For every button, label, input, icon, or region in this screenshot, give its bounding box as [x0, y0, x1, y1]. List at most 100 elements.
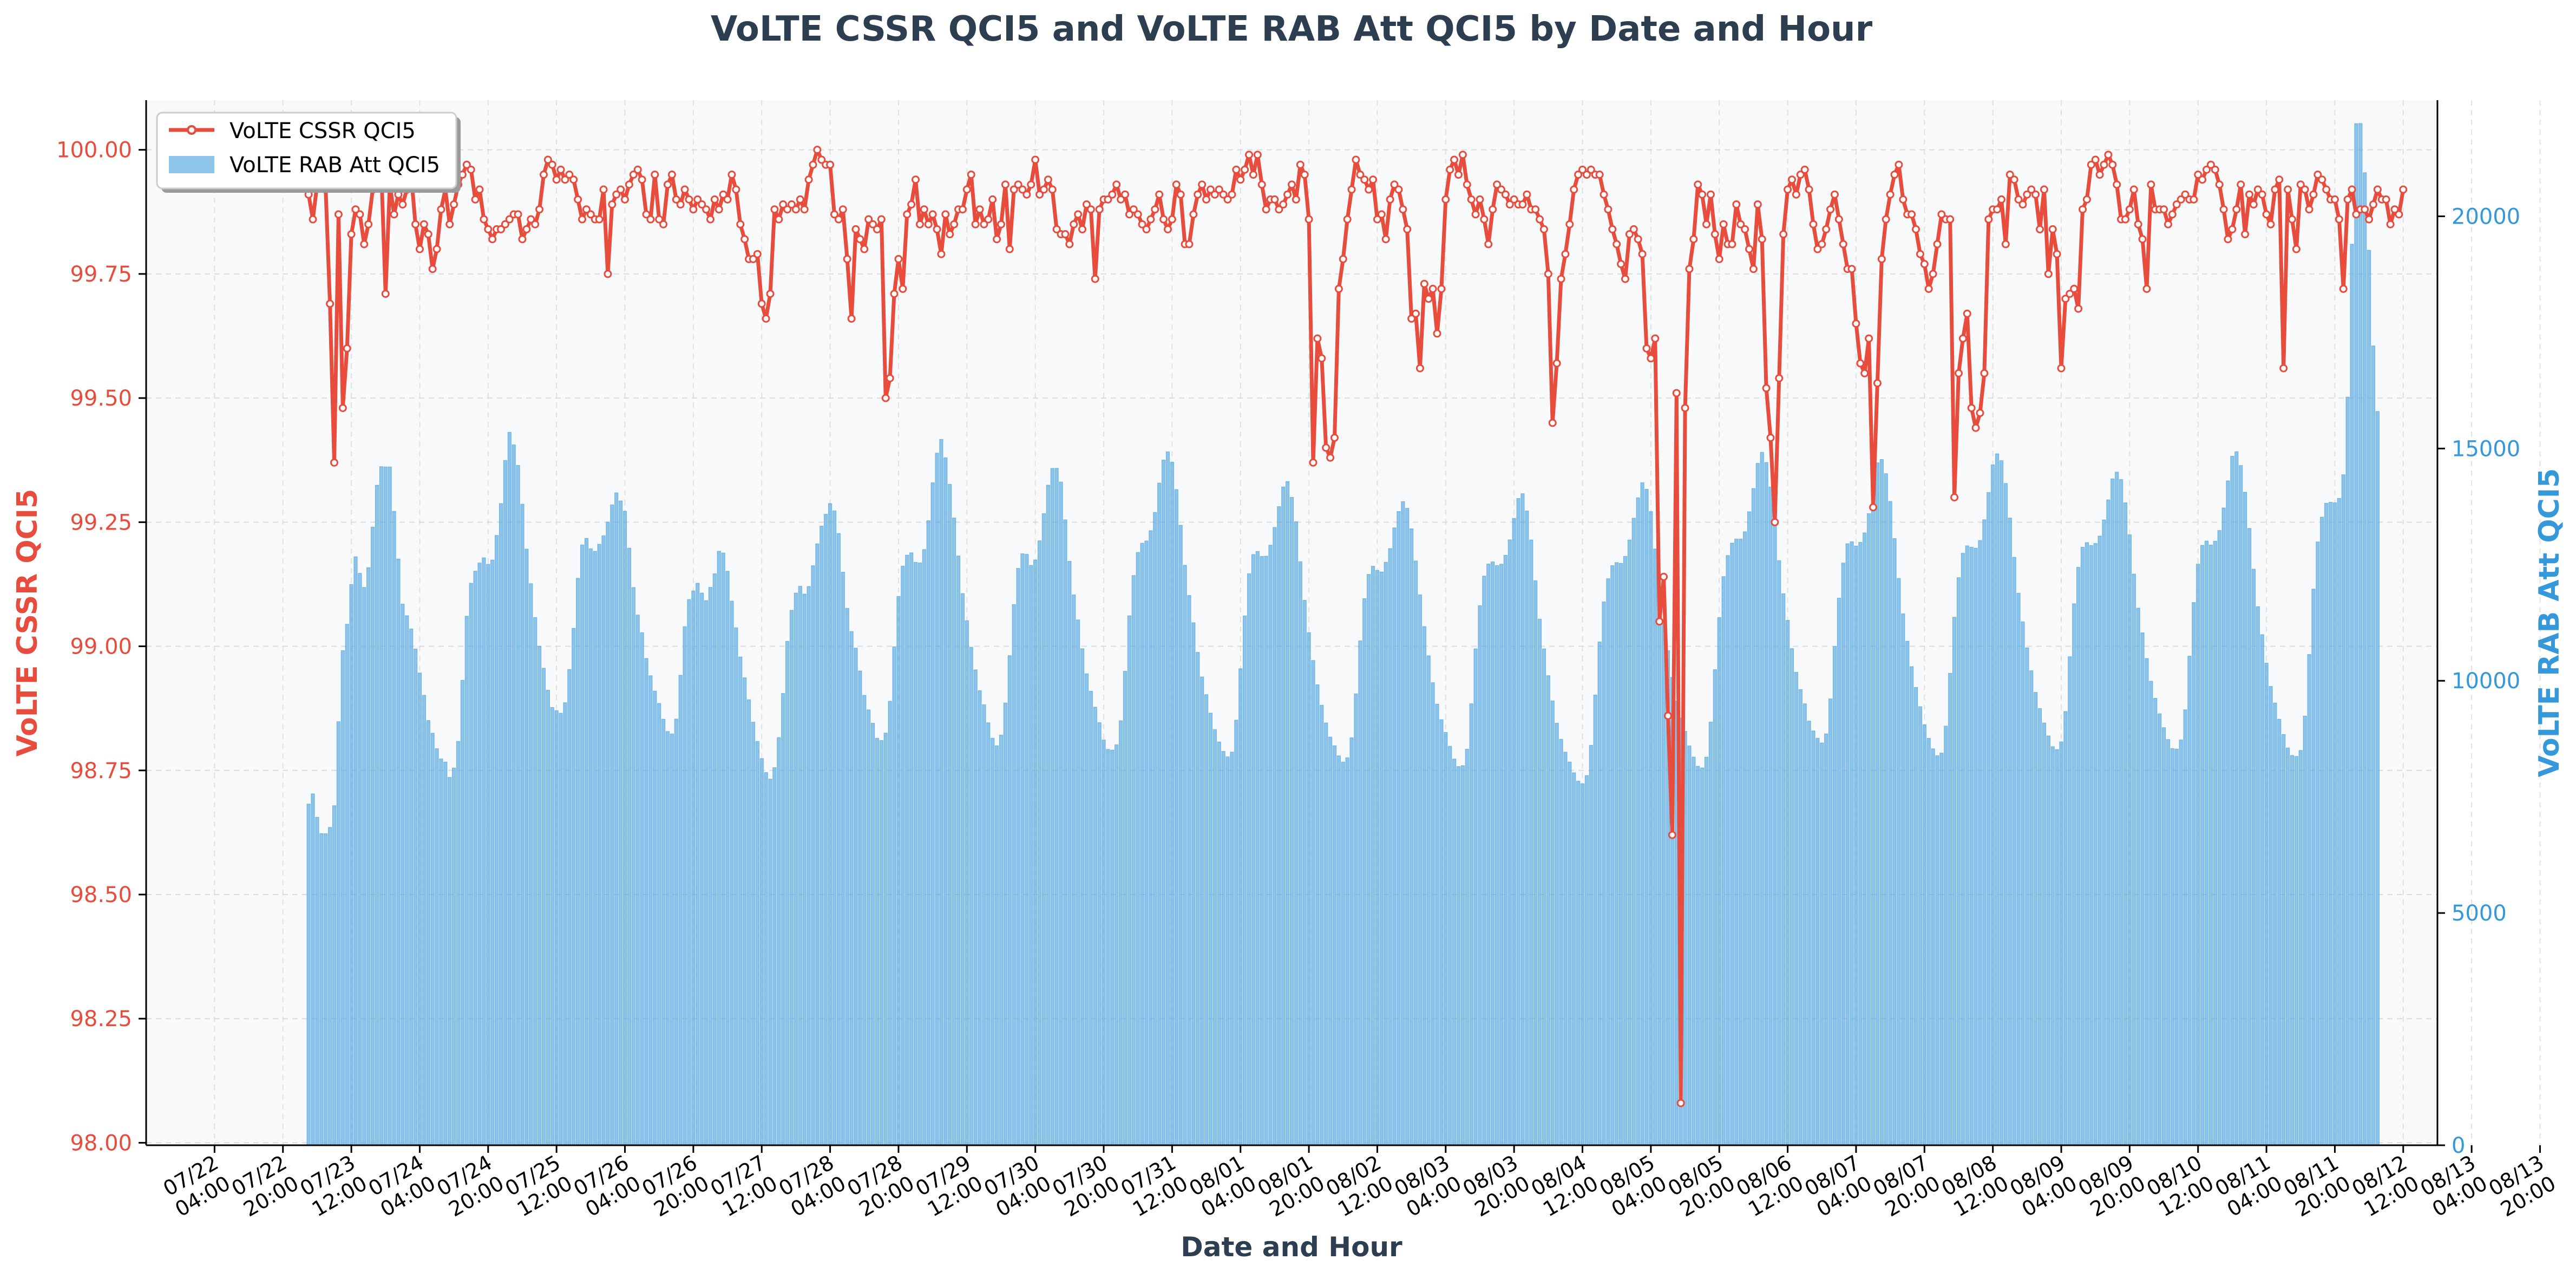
- line-point: [1095, 205, 1104, 214]
- bar: [789, 610, 794, 1146]
- legend-bar-swatch: [169, 156, 214, 173]
- y-left-tick-label: 99.50: [70, 386, 132, 411]
- line-point: [791, 205, 800, 214]
- bar: [811, 565, 815, 1146]
- bar: [2050, 746, 2055, 1146]
- line-point: [1412, 309, 1420, 318]
- bar: [1251, 554, 1256, 1146]
- line-point: [1065, 240, 1074, 249]
- line-point: [2330, 195, 2339, 204]
- line-point: [582, 205, 591, 214]
- line-point: [2095, 171, 2104, 179]
- bar: [2277, 719, 2282, 1146]
- line-point: [1762, 384, 1771, 393]
- bar: [443, 761, 448, 1146]
- line-point: [1834, 215, 1843, 224]
- bar: [1841, 563, 1845, 1146]
- bar: [854, 648, 858, 1146]
- bar: [1452, 759, 1457, 1146]
- line-point: [732, 185, 740, 194]
- line-point: [1647, 354, 1655, 363]
- line-point: [2027, 185, 2036, 194]
- line-point: [907, 200, 916, 209]
- line-point: [2018, 200, 2027, 209]
- line-point: [1908, 210, 1916, 219]
- bar: [1644, 488, 1649, 1146]
- line-point: [1552, 359, 1561, 368]
- line-point: [2271, 185, 2279, 194]
- line-point: [783, 205, 792, 214]
- line-point: [1967, 403, 1976, 412]
- line-point: [2237, 180, 2245, 189]
- line-point: [2343, 195, 2352, 204]
- line-point: [1146, 215, 1155, 224]
- line-point: [804, 175, 813, 184]
- line-point: [736, 220, 745, 229]
- bar: [1747, 511, 1752, 1146]
- bar: [922, 549, 926, 1146]
- line-point: [672, 195, 680, 204]
- line-point: [488, 235, 497, 244]
- bar: [572, 628, 576, 1146]
- bar: [1225, 756, 1230, 1146]
- bar: [1751, 488, 1755, 1146]
- bar: [982, 704, 986, 1146]
- bar: [2298, 750, 2303, 1146]
- bar: [353, 556, 358, 1146]
- bar: [2200, 545, 2205, 1146]
- line-point: [638, 175, 646, 184]
- line-point: [445, 220, 454, 229]
- bar: [482, 557, 486, 1146]
- line-point: [599, 185, 608, 194]
- line-point: [928, 210, 937, 219]
- line-point: [877, 215, 886, 224]
- bar: [375, 485, 379, 1146]
- line-point: [1334, 284, 1343, 293]
- bar: [2316, 541, 2320, 1146]
- bar: [1294, 521, 1298, 1146]
- line-point: [2206, 160, 2215, 169]
- line-point: [1702, 220, 1711, 229]
- line-point: [1356, 171, 1365, 179]
- line-point: [689, 205, 698, 214]
- line-point: [1976, 409, 1984, 417]
- line-point: [1608, 225, 1617, 233]
- bar: [867, 709, 871, 1146]
- line-point: [1800, 165, 1809, 174]
- bar: [345, 624, 349, 1146]
- bar: [1974, 547, 1978, 1146]
- line-point: [946, 230, 954, 239]
- line-point: [779, 200, 788, 209]
- line-point: [2048, 225, 2057, 233]
- bar: [2239, 465, 2243, 1146]
- line-point: [1860, 369, 1869, 377]
- line-point: [1920, 260, 1929, 269]
- line-point: [2194, 171, 2203, 179]
- line-point: [1365, 185, 1373, 194]
- line-point: [1070, 220, 1078, 229]
- bar: [1584, 775, 1589, 1146]
- bar: [939, 439, 943, 1146]
- bar: [2145, 658, 2149, 1146]
- line-point: [1787, 175, 1796, 184]
- bar: [1127, 615, 1131, 1146]
- line-point: [1629, 225, 1638, 233]
- bar: [2016, 593, 2021, 1146]
- bar: [1367, 574, 1371, 1146]
- bar: [495, 535, 499, 1146]
- line-point: [330, 458, 338, 467]
- bar: [1636, 497, 1640, 1146]
- line-point: [693, 195, 702, 204]
- line-point: [1052, 225, 1061, 233]
- bar: [435, 748, 439, 1146]
- bar: [1341, 761, 1345, 1146]
- line-point: [1706, 190, 1715, 199]
- line-point: [1210, 190, 1219, 199]
- bar: [678, 675, 683, 1146]
- bar: [2204, 540, 2209, 1146]
- bar: [1597, 641, 1602, 1146]
- line-point: [1694, 180, 1702, 189]
- line-point: [1309, 458, 1318, 467]
- line-point: [2104, 151, 2113, 159]
